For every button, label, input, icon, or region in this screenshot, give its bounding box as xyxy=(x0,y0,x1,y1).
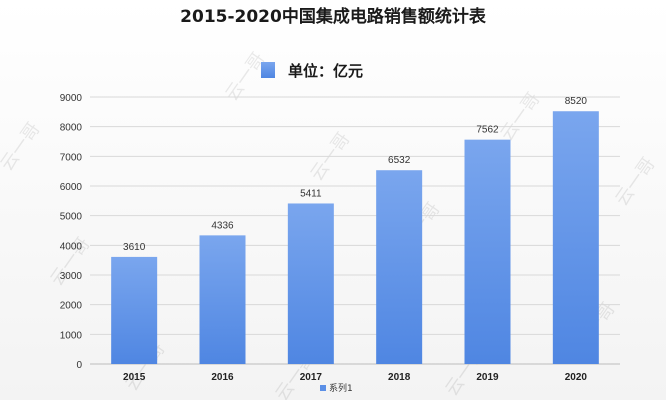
y-tick-label: 5000 xyxy=(60,212,83,223)
data-label: 4336 xyxy=(211,220,234,231)
x-tick-label: 2017 xyxy=(300,372,323,383)
bars: 3610 4336 5411 6532 7562 8520 xyxy=(111,96,599,365)
bar-2017 xyxy=(287,203,334,364)
x-tick-label: 2018 xyxy=(388,372,411,383)
y-tick-label: 9000 xyxy=(60,93,83,104)
data-label: 8520 xyxy=(565,96,588,107)
x-tick-label: 2019 xyxy=(476,372,499,383)
bar-2018 xyxy=(376,170,423,364)
y-tick-label: 0 xyxy=(76,360,82,371)
legend-top: 单位：亿元 xyxy=(261,62,363,80)
data-label: 7562 xyxy=(476,125,499,136)
x-tick-label: 2016 xyxy=(211,372,234,383)
y-tick-label: 3000 xyxy=(60,271,83,282)
data-label: 6532 xyxy=(388,155,411,166)
legend-bottom-label: 系列1 xyxy=(329,382,353,394)
data-label: 3610 xyxy=(123,242,146,253)
watermark-text: 云一哥 xyxy=(306,129,354,185)
bar-2015 xyxy=(111,256,158,364)
data-label: 5411 xyxy=(300,188,322,199)
watermark-text: 云一哥 xyxy=(611,154,659,210)
y-axis: 0 1000 2000 3000 4000 5000 6000 7000 8000 9000 xyxy=(60,93,83,371)
y-tick-label: 8000 xyxy=(60,123,83,134)
bar-2019 xyxy=(464,139,511,364)
legend-top-label: 单位：亿元 xyxy=(288,62,363,80)
bar-2020 xyxy=(552,111,599,365)
legend-bottom-swatch xyxy=(320,385,326,391)
y-tick-label: 7000 xyxy=(60,152,83,163)
y-tick-label: 2000 xyxy=(60,301,83,312)
x-tick-label: 2015 xyxy=(123,372,146,383)
legend-bottom: 系列1 xyxy=(320,382,353,394)
x-tick-label: 2020 xyxy=(565,372,588,383)
bar-2016 xyxy=(199,235,246,364)
x-axis: 2015 2016 2017 2018 2019 2020 xyxy=(123,372,587,383)
legend-top-swatch xyxy=(261,62,275,78)
chart-title: 2015-2020中国集成电路销售额统计表 xyxy=(180,6,487,27)
y-tick-label: 1000 xyxy=(60,330,83,341)
gridlines xyxy=(90,96,620,365)
watermark-text: 云一哥 xyxy=(0,119,45,175)
y-tick-label: 6000 xyxy=(60,182,83,193)
y-tick-label: 4000 xyxy=(60,241,83,252)
